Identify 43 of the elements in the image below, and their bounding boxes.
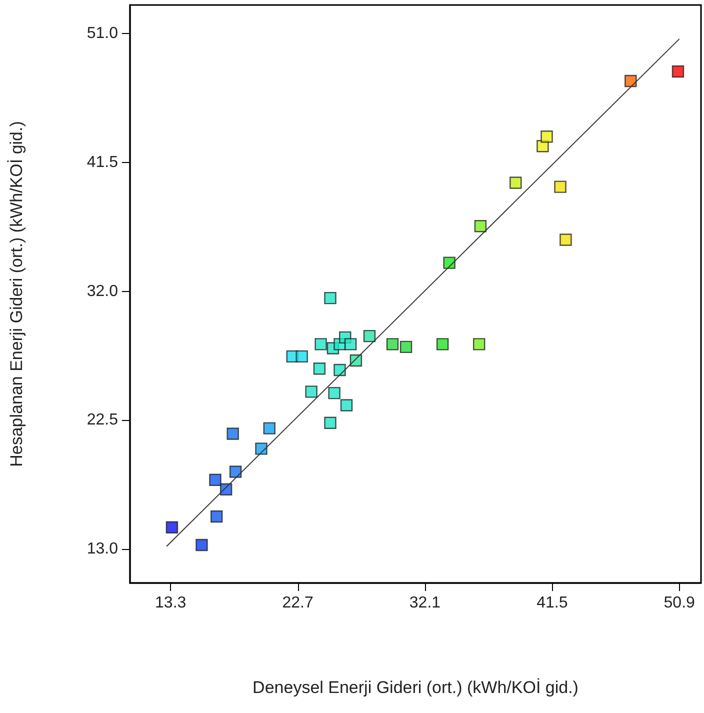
x-tick-label: 22.7 bbox=[282, 594, 314, 612]
point bbox=[436, 338, 449, 350]
point bbox=[443, 256, 456, 269]
point bbox=[324, 416, 336, 429]
point bbox=[196, 538, 208, 552]
point bbox=[400, 340, 412, 354]
y-tick-label: 13.0 bbox=[86, 540, 118, 558]
point bbox=[363, 330, 376, 342]
point bbox=[474, 220, 487, 232]
point bbox=[210, 510, 223, 523]
point bbox=[540, 130, 553, 143]
point bbox=[314, 338, 327, 350]
point bbox=[296, 350, 308, 363]
point bbox=[229, 466, 242, 478]
point bbox=[340, 399, 353, 412]
x-axis-title: Deneysel Enerji Gideri (ort.) (kWh/KOİ gid.) bbox=[252, 678, 578, 697]
point bbox=[255, 442, 268, 455]
point bbox=[305, 386, 318, 398]
point bbox=[209, 474, 222, 486]
x-tick-label: 32.1 bbox=[409, 594, 441, 612]
point bbox=[328, 386, 340, 400]
point bbox=[324, 292, 336, 304]
point bbox=[554, 180, 566, 193]
point bbox=[166, 521, 178, 534]
y-tick-label: 41.5 bbox=[86, 154, 118, 171]
point bbox=[263, 422, 276, 434]
point bbox=[560, 234, 572, 246]
x-tick-label: 50.9 bbox=[664, 594, 696, 612]
point bbox=[226, 428, 239, 440]
y-tick-label: 32.0 bbox=[86, 282, 118, 300]
point bbox=[472, 338, 486, 350]
point bbox=[510, 176, 522, 189]
y-tick-label: 51.0 bbox=[86, 24, 118, 42]
point bbox=[672, 65, 684, 78]
x-tick-label: 13.3 bbox=[155, 594, 186, 612]
point bbox=[624, 74, 637, 88]
point bbox=[344, 338, 357, 350]
point bbox=[386, 338, 399, 350]
y-tick-label: 22.5 bbox=[86, 412, 118, 429]
x-tick-label: 41.5 bbox=[536, 594, 568, 612]
y-axis-title: Hesaplanan Enerji Gideri (ort.) (kWh/KOİ gid.) bbox=[7, 121, 26, 467]
point bbox=[313, 362, 326, 375]
point bbox=[334, 364, 346, 376]
